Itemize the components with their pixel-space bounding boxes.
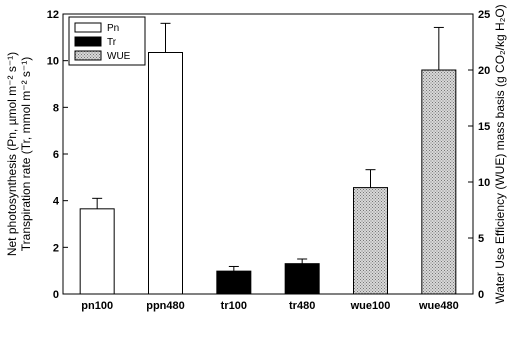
category-label: ppn480 — [146, 300, 185, 312]
bar-pn — [79, 208, 115, 295]
category-label: tr480 — [289, 300, 315, 312]
right-tick-label: 25 — [478, 9, 490, 21]
category-label: wue100 — [350, 300, 391, 312]
left-tick-label: 8 — [53, 102, 59, 114]
legend-swatch-wue — [74, 50, 102, 61]
right-tick-label: 5 — [478, 233, 484, 245]
left-tick-label: 4 — [53, 196, 60, 208]
left-axis-title-line2: Transpiration rate (Tr, mmol m⁻² s⁻¹) — [19, 57, 33, 251]
right-tick-label: 20 — [478, 65, 490, 77]
legend-label-wue: WUE — [107, 51, 131, 62]
left-tick-label: 6 — [53, 149, 59, 161]
category-label: pn100 — [81, 300, 113, 312]
left-tick-label: 0 — [53, 289, 59, 301]
left-tick-label: 12 — [47, 9, 59, 21]
bar-tr — [216, 270, 252, 295]
category-label: tr100 — [221, 300, 247, 312]
bar-pn — [148, 52, 183, 295]
category-label: wue480 — [418, 300, 459, 312]
bar-wue — [353, 187, 388, 295]
left-tick-label: 10 — [47, 56, 59, 68]
left-tick-label: 2 — [53, 242, 59, 254]
bar-tr — [284, 263, 320, 295]
right-axis-title: Water Use Efficiency (WUE) mass basis (g… — [493, 4, 507, 303]
legend-swatch-tr — [74, 36, 102, 47]
legend-label-tr: Tr — [107, 37, 117, 48]
bar-wue — [421, 69, 457, 295]
right-tick-label: 0 — [478, 289, 484, 301]
legend-swatch-pn — [74, 22, 102, 33]
left-axis-title-line1: Net photosynthesis (Pn, µmol m⁻² s⁻¹) — [5, 52, 19, 256]
right-tick-label: 15 — [478, 121, 490, 133]
right-tick-label: 10 — [478, 177, 490, 189]
legend-label-pn: Pn — [107, 23, 119, 34]
